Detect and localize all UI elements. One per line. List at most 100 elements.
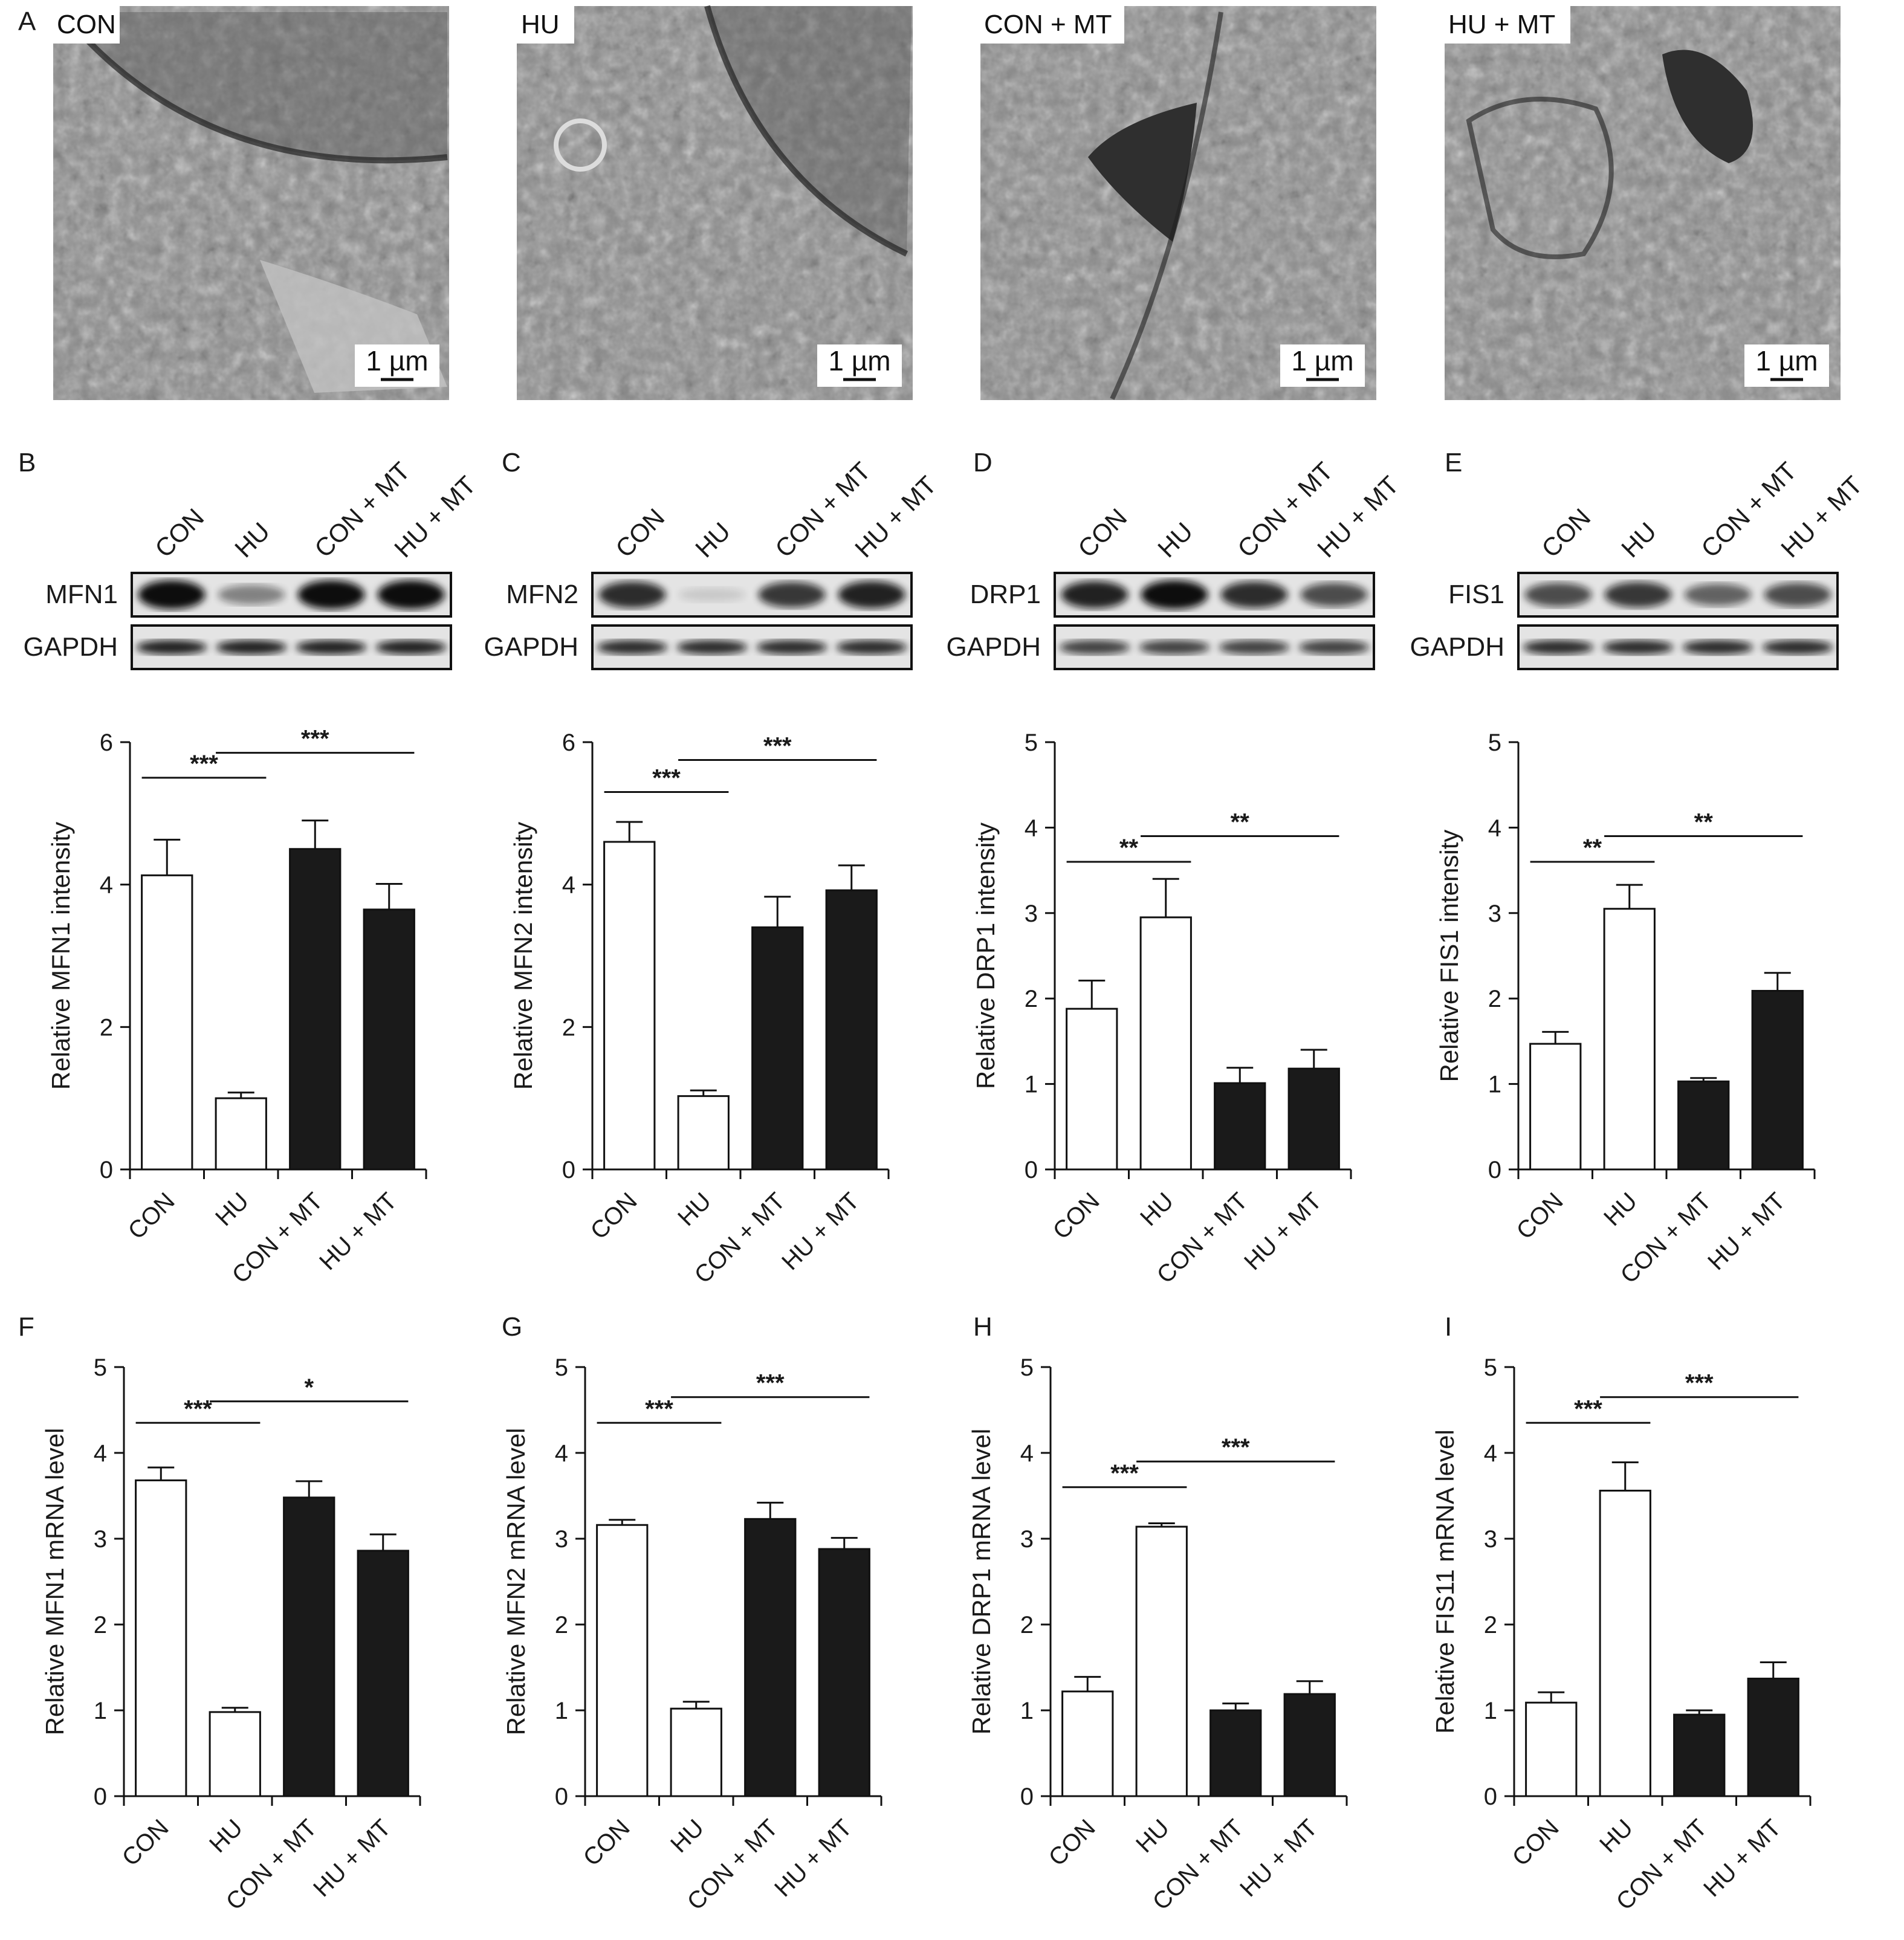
blot-band xyxy=(836,640,907,655)
blot-lane-label: HU xyxy=(1616,517,1662,563)
y-tick-label: 1 xyxy=(555,1698,568,1724)
y-tick-label: 0 xyxy=(1025,1157,1038,1183)
panel-letter-a: A xyxy=(18,7,36,36)
x-tick-label: HU + MT xyxy=(1703,1188,1790,1275)
y-tick-label: 0 xyxy=(562,1157,575,1183)
y-tick-label: 5 xyxy=(1484,1354,1497,1381)
blot-row-label: GAPDH xyxy=(947,632,1041,662)
bar-con xyxy=(1061,1690,1114,1797)
y-tick-label: 4 xyxy=(1488,815,1501,841)
bar-hu-mt xyxy=(1283,1693,1336,1797)
y-tick-label: 2 xyxy=(100,1014,113,1041)
significance-label: *** xyxy=(1222,1434,1250,1461)
y-tick-label: 2 xyxy=(94,1612,107,1638)
bar-hu-mt xyxy=(1287,1067,1340,1171)
y-tick-label: 1 xyxy=(1025,1072,1038,1098)
x-tick-label: HU + MT xyxy=(1698,1814,1786,1902)
em-title-hu-mt: HU + MT xyxy=(1448,10,1555,39)
y-tick-label: 1 xyxy=(94,1698,107,1724)
bar-hu-mt xyxy=(818,1548,870,1797)
blot-row-label: GAPDH xyxy=(24,632,118,662)
y-axis-label: Relative MFN2 mRNA level xyxy=(502,1428,530,1736)
blot-row-label: FIS1 xyxy=(1448,580,1504,609)
blot-band xyxy=(1139,640,1210,655)
y-tick-label: 3 xyxy=(1484,1526,1497,1553)
y-axis-label: Relative MFN1 mRNA level xyxy=(40,1428,69,1736)
x-tick-label: CON xyxy=(586,1188,643,1244)
y-tick-label: 2 xyxy=(555,1612,568,1638)
x-tick-label: HU xyxy=(665,1814,709,1858)
blot-band xyxy=(1602,640,1674,655)
blot-band xyxy=(676,640,748,655)
x-tick-label: HU + MT xyxy=(769,1814,857,1902)
panel-letter-g: G xyxy=(502,1312,522,1342)
blot-band xyxy=(377,580,445,609)
bar-hu xyxy=(1603,908,1656,1171)
panel-letter-e: E xyxy=(1445,448,1462,477)
blot-band xyxy=(1684,583,1752,606)
y-tick-label: 2 xyxy=(1484,1612,1497,1638)
y-tick-label: 4 xyxy=(562,872,575,899)
significance-label: *** xyxy=(763,732,792,759)
bar-con xyxy=(1066,1007,1118,1171)
y-tick-label: 2 xyxy=(1020,1612,1034,1638)
significance-label: *** xyxy=(301,726,329,752)
significance-label: *** xyxy=(190,751,218,777)
y-axis-label: Relative MFN1 intensity xyxy=(47,822,75,1090)
blot-lane-label: CON xyxy=(149,503,209,563)
blot-band xyxy=(758,581,826,608)
blot-band xyxy=(1764,583,1831,607)
blot-band xyxy=(1604,581,1672,608)
y-tick-label: 4 xyxy=(100,872,113,899)
y-tick-label: 4 xyxy=(555,1440,568,1467)
em-image-con-mt: CON + MT 1 µm xyxy=(980,6,1376,400)
y-axis-label: Relative MFN2 intensity xyxy=(509,822,537,1090)
x-tick-label: CON xyxy=(117,1814,174,1871)
bar-con-mt xyxy=(1214,1082,1266,1171)
blot-band xyxy=(1300,583,1368,607)
y-tick-label: 6 xyxy=(100,729,113,756)
blot-band xyxy=(1219,640,1290,655)
bar-con xyxy=(603,841,656,1171)
blot-band xyxy=(1524,583,1592,607)
y-tick-label: 5 xyxy=(94,1354,107,1381)
bar-con xyxy=(1525,1701,1578,1797)
y-tick-label: 0 xyxy=(1020,1783,1034,1810)
y-tick-label: 0 xyxy=(555,1783,568,1810)
blot-band xyxy=(1523,640,1594,655)
panel-letter-f: F xyxy=(18,1312,34,1342)
y-tick-label: 3 xyxy=(1488,900,1501,927)
em-image-hu-mt: HU + MT 1 µm xyxy=(1445,6,1841,400)
scale-bar-label-hu: 1 µm xyxy=(828,345,890,377)
blot-band xyxy=(1061,581,1128,609)
y-axis-label: Relative DRP1 mRNA level xyxy=(967,1429,996,1735)
significance-label: ** xyxy=(1119,835,1139,861)
bar-hu-mt xyxy=(1751,989,1804,1171)
em-image-con: CON 1 µm xyxy=(53,6,449,400)
significance-label: *** xyxy=(645,1395,673,1422)
blot-band xyxy=(297,580,365,609)
x-tick-label: CON xyxy=(123,1188,180,1244)
significance-label: ** xyxy=(1583,835,1602,861)
x-tick-label: CON xyxy=(1507,1814,1564,1871)
blot-band xyxy=(1762,640,1833,655)
y-tick-label: 3 xyxy=(1020,1526,1034,1553)
x-tick-label: HU xyxy=(1599,1188,1642,1231)
blot-band xyxy=(838,581,905,609)
significance-label: *** xyxy=(1685,1370,1714,1397)
blot-lane-label: HU xyxy=(690,517,736,563)
y-tick-label: 0 xyxy=(1484,1783,1497,1810)
blot-band xyxy=(597,640,668,655)
y-tick-label: 3 xyxy=(555,1526,568,1553)
y-tick-label: 0 xyxy=(94,1783,107,1810)
bar-con-mt xyxy=(744,1518,797,1797)
bar-con xyxy=(1529,1043,1582,1171)
significance-label: * xyxy=(304,1374,314,1401)
